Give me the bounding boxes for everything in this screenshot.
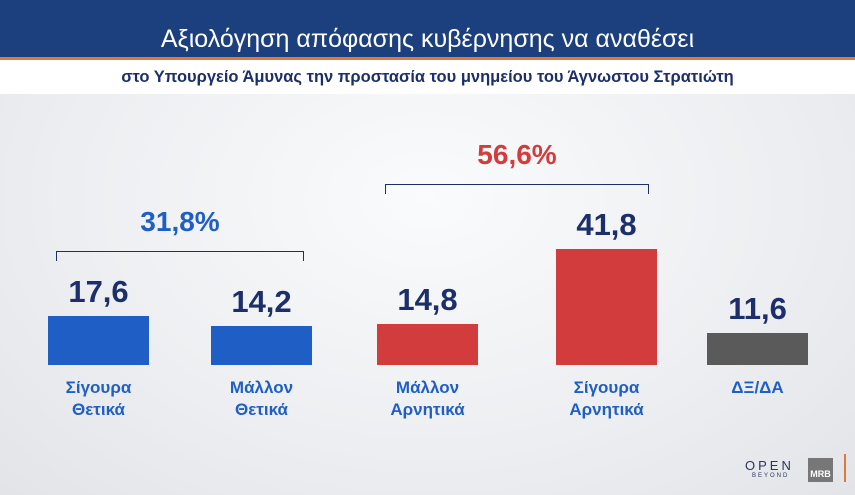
bar [211,325,312,365]
value-label: 17,6 [68,274,129,310]
subtitle-bar [0,60,855,94]
value-label: 14,2 [231,283,292,319]
value-label: 14,8 [397,281,458,317]
orange-stripe [0,57,855,60]
category-label: Μάλλον Αρνητικά [390,378,465,419]
logo-divider [844,454,846,482]
bar [48,316,149,365]
open-logo: OPEN [745,458,794,473]
beyond-logo-text: BEYOND [752,473,790,479]
value-label: 41,8 [576,206,637,242]
category-label: Σίγουρα Αρνητικά [569,378,644,419]
group-bracket [56,251,304,262]
category-label: Μάλλον Θετικά [229,378,294,419]
mrb-logo: MRB [808,458,833,482]
chart-title: Αξιολόγηση απόφασης κυβέρνησης να αναθέσ… [160,25,695,53]
bar [556,248,657,365]
group-bracket [385,183,649,194]
bar [377,323,478,365]
bar [707,332,808,365]
group-total-label: 31,8% [140,206,220,238]
category-label: Σίγουρα Θετικά [65,378,132,419]
header-bar [0,0,855,57]
value-label: 11,6 [728,290,787,326]
chart-subtitle: στο Υπουργείο Άμυνας την προστασία του μ… [121,68,734,86]
category-label: ΔΞ/ΔΑ [731,378,784,397]
group-total-label: 56,6% [477,138,557,170]
